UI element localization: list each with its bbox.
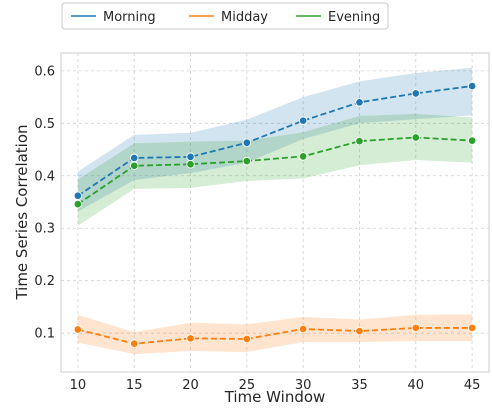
data-point-midday	[129, 339, 139, 348]
x-tick-label: 30	[295, 378, 312, 393]
series-line-morning	[77, 85, 473, 197]
x-tick-label: 25	[239, 378, 256, 393]
data-point-midday	[355, 326, 364, 336]
series-line-midday	[77, 327, 473, 345]
series-markers	[73, 81, 477, 348]
plot-area	[60, 52, 490, 373]
series-line-evening	[77, 136, 473, 205]
data-point-morning	[73, 191, 83, 200]
legend-label-morning: Morning	[103, 10, 156, 25]
x-tick-label: 15	[126, 378, 143, 393]
data-point-evening	[298, 152, 308, 161]
data-point-midday	[298, 324, 308, 334]
data-point-midday	[73, 325, 83, 334]
x-tick-label: 10	[70, 378, 87, 393]
legend-label-midday: Midday	[221, 10, 268, 25]
data-point-midday	[186, 334, 195, 343]
x-axis-ticks: 10 15 20 25 30 35 40 45	[70, 378, 481, 393]
y-tick-label: 0.3	[34, 222, 55, 237]
data-point-morning	[298, 116, 308, 125]
data-point-evening	[242, 156, 252, 166]
data-point-midday	[242, 334, 252, 344]
y-tick-label: 0.6	[34, 64, 55, 79]
x-tick-label: 45	[464, 378, 481, 393]
grid	[61, 53, 489, 372]
y-tick-label: 0.5	[34, 117, 55, 132]
data-point-morning	[467, 81, 477, 91]
data-point-morning	[242, 138, 252, 147]
x-tick-label: 35	[351, 378, 368, 393]
legend-frame	[61, 2, 389, 30]
y-tick-label: 0.1	[34, 327, 55, 342]
data-point-evening	[186, 159, 195, 169]
confidence-band-evening	[77, 113, 473, 226]
data-point-evening	[467, 136, 477, 145]
x-axis-label: Time Window	[224, 388, 326, 406]
y-tick-label: 0.4	[34, 169, 55, 184]
x-tick-label: 40	[408, 378, 425, 393]
data-point-evening	[355, 136, 364, 146]
y-tick-label: 0.2	[34, 274, 55, 289]
series-lines	[77, 85, 473, 345]
y-axis-ticks: 0.1 0.2 0.3 0.4 0.5 0.6	[34, 64, 55, 341]
legend: Morning Midday Evening	[61, 2, 389, 30]
data-point-evening	[73, 199, 83, 209]
data-point-morning	[411, 89, 421, 98]
confidence-band-morning	[77, 67, 473, 212]
data-point-morning	[129, 153, 139, 163]
y-axis-label: Time Series Correlation	[13, 124, 31, 300]
x-tick-label: 20	[182, 378, 199, 393]
data-point-evening	[129, 161, 139, 171]
data-point-midday	[411, 323, 421, 333]
data-point-evening	[411, 133, 421, 142]
data-point-morning	[355, 98, 364, 107]
data-point-morning	[186, 152, 195, 162]
data-point-midday	[467, 323, 477, 333]
legend-label-evening: Evening	[328, 10, 380, 25]
